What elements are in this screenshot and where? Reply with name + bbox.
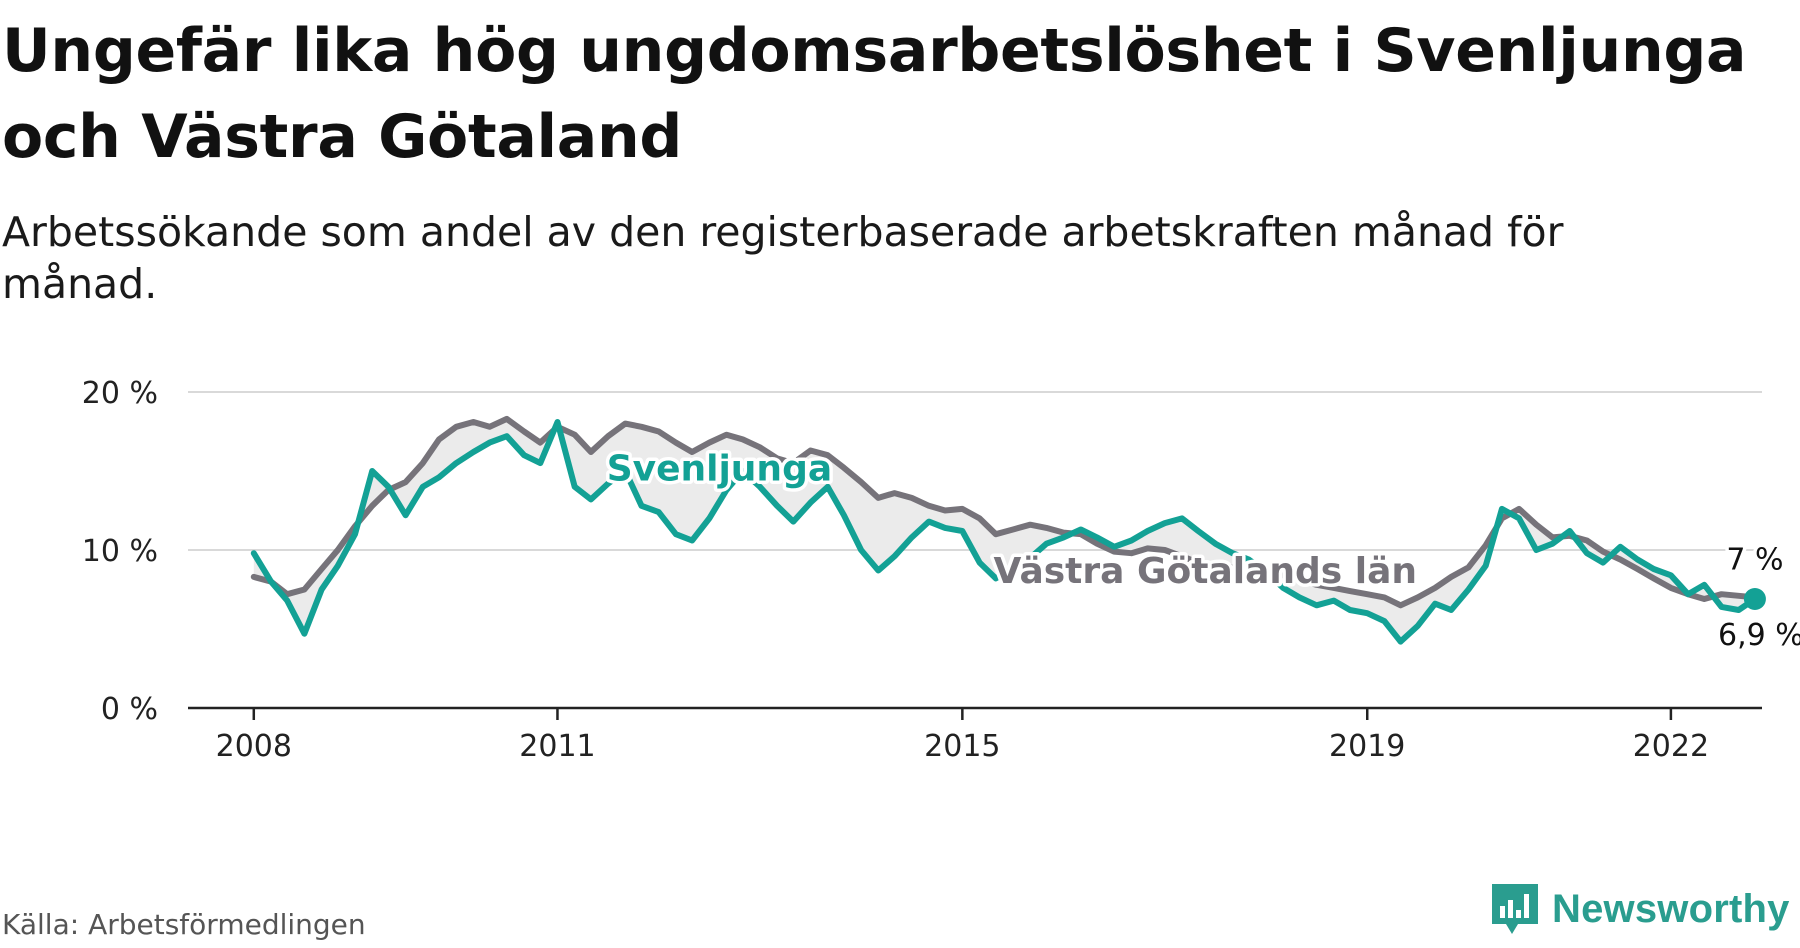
end-value-label-svenljunga: 6,9 % <box>1718 618 1800 653</box>
series-label-vastra-gotalands-lan: Västra Götalands län <box>994 551 1417 592</box>
line-chart: Svenljunga Västra Götalands län 7 % 6,9 % 0… <box>82 376 1800 764</box>
source-note: Källa: Arbetsförmedlingen <box>2 908 366 941</box>
series-lines <box>250 415 1766 645</box>
axes: 0 % 10 % 20 % 2008 2011 2015 2019 2022 <box>82 376 1762 764</box>
newsworthy-logo: Newsworthy <box>1488 880 1790 938</box>
y-tick-label: 20 % <box>82 376 158 411</box>
x-tick-label: 2011 <box>519 729 595 764</box>
chart-subtitle: Arbetssökande som andel av den registerb… <box>2 208 1564 308</box>
x-tick-label: 2015 <box>924 729 1000 764</box>
series-label-svenljunga: Svenljunga <box>607 448 832 489</box>
newsworthy-logo-icon <box>1492 884 1538 934</box>
y-tick-label: 10 % <box>82 534 158 569</box>
x-tick-label: 2008 <box>216 729 292 764</box>
brand-name: Newsworthy <box>1552 886 1790 931</box>
chart-title: Ungefär lika hög ungdomsarbetslöshet i S… <box>2 16 1747 172</box>
series-line-vastra-gotalands-lan <box>250 415 1758 609</box>
x-tick-label: 2022 <box>1633 729 1709 764</box>
end-value-label-vastra-gotalands-lan: 7 % <box>1726 542 1783 577</box>
series-labels: Svenljunga Västra Götalands län 7 % 6,9 % <box>603 445 1800 656</box>
y-tick-label: 0 % <box>101 692 158 727</box>
end-point-svenljunga <box>1743 587 1766 610</box>
x-tick-label: 2019 <box>1329 729 1405 764</box>
series-line-svenljunga <box>250 419 1758 645</box>
